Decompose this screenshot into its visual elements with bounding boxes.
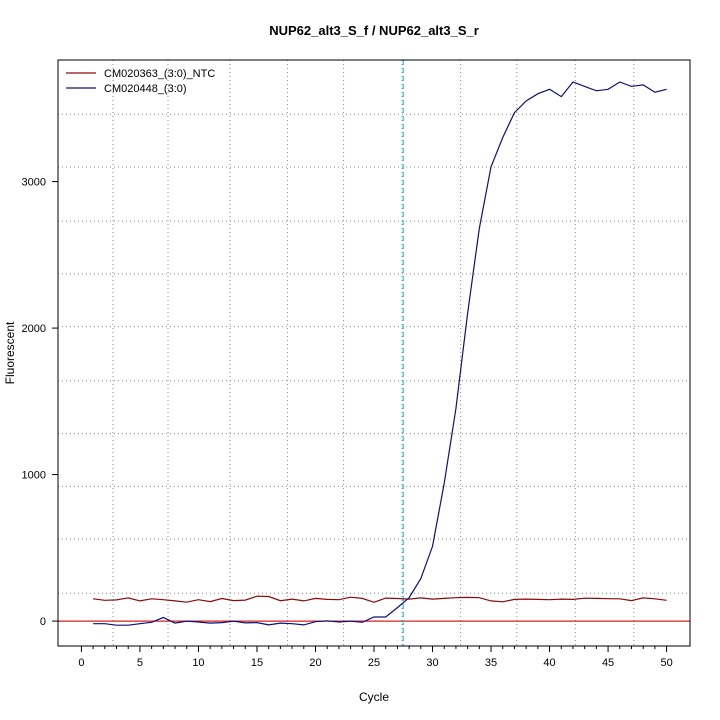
plot-frame bbox=[57, 59, 691, 647]
legend-label-1: CM020363_(3:0)_NTC bbox=[104, 68, 215, 80]
x-tick-label: 50 bbox=[660, 657, 672, 669]
x-tick-label: 45 bbox=[602, 657, 614, 669]
reference-lines bbox=[58, 60, 690, 646]
y-axis: 0 1000 2000 3000 bbox=[22, 60, 59, 646]
series-line-2 bbox=[93, 81, 667, 626]
legend: CM020363_(3:0)_NTC CM020448_(3:0) bbox=[66, 68, 215, 95]
series-lines bbox=[93, 81, 667, 626]
x-tick-label: 25 bbox=[368, 657, 380, 669]
x-tick-label: 40 bbox=[543, 657, 555, 669]
y-tick-label: 0 bbox=[40, 616, 46, 628]
x-tick-label: 35 bbox=[485, 657, 497, 669]
x-tick-label: 30 bbox=[426, 657, 438, 669]
x-tick-label: 20 bbox=[309, 657, 321, 669]
x-axis-label: Cycle bbox=[359, 690, 389, 704]
x-tick-label: 0 bbox=[78, 657, 84, 669]
y-tick-label: 2000 bbox=[22, 323, 46, 335]
series-line-1 bbox=[93, 595, 667, 603]
x-tick-label: 15 bbox=[251, 657, 263, 669]
x-tick-label: 5 bbox=[137, 657, 143, 669]
chart-title: NUP62_alt3_S_f / NUP62_alt3_S_r bbox=[269, 23, 479, 38]
x-tick-label: 10 bbox=[192, 657, 204, 669]
grid-lines bbox=[58, 60, 690, 646]
y-axis-label: Fluorescent bbox=[3, 321, 17, 384]
legend-label-2: CM020448_(3:0) bbox=[104, 83, 187, 95]
y-tick-label: 3000 bbox=[22, 177, 46, 189]
y-tick-label: 1000 bbox=[22, 470, 46, 482]
x-axis: 0 5 10 15 20 25 30 35 40 45 50 bbox=[58, 645, 690, 669]
